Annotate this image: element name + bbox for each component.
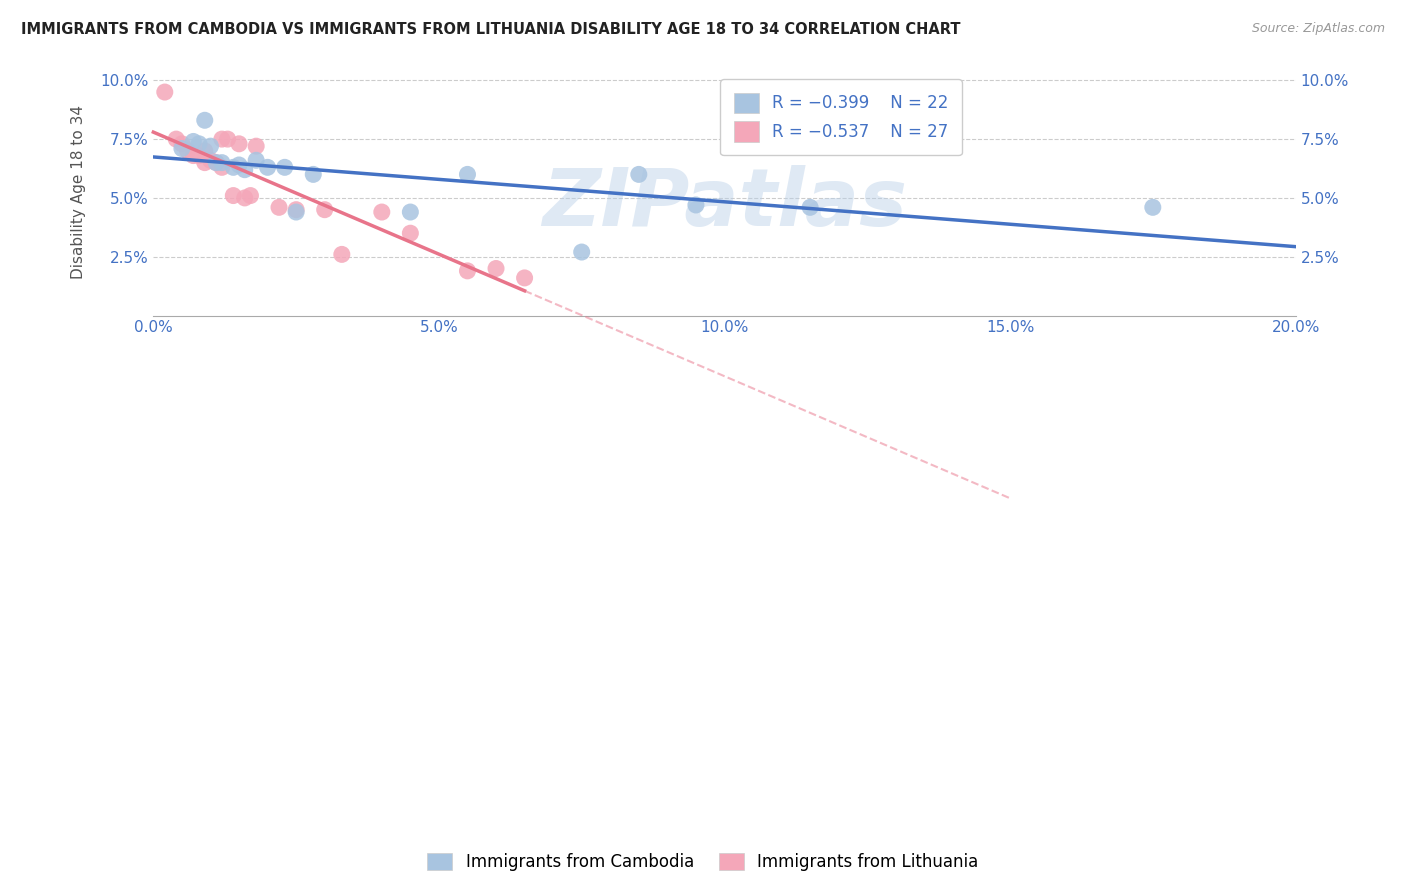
Point xyxy=(302,168,325,182)
Point xyxy=(233,191,256,205)
Point xyxy=(176,144,198,158)
Point xyxy=(256,161,278,175)
Point xyxy=(228,136,250,151)
Point xyxy=(183,135,205,149)
Point xyxy=(314,202,336,217)
Point xyxy=(267,200,290,214)
Point xyxy=(194,155,217,169)
Point xyxy=(205,155,228,169)
Point xyxy=(371,205,394,219)
Point xyxy=(799,200,821,214)
Legend: R = −0.399    N = 22, R = −0.537    N = 27: R = −0.399 N = 22, R = −0.537 N = 27 xyxy=(720,79,962,155)
Point xyxy=(200,139,222,153)
Point xyxy=(285,205,308,219)
Point xyxy=(274,161,297,175)
Point xyxy=(165,132,187,146)
Point xyxy=(170,136,193,151)
Point xyxy=(194,113,217,128)
Point xyxy=(188,136,211,151)
Point xyxy=(222,188,245,202)
Point xyxy=(233,162,256,177)
Point xyxy=(211,161,233,175)
Point xyxy=(571,245,593,260)
Point xyxy=(183,148,205,162)
Point xyxy=(1142,200,1164,214)
Point xyxy=(513,271,536,285)
Point xyxy=(456,168,478,182)
Point xyxy=(245,139,267,153)
Point xyxy=(627,168,650,182)
Point xyxy=(153,85,176,99)
Point xyxy=(456,264,478,278)
Point xyxy=(200,153,222,168)
Point xyxy=(211,155,233,169)
Y-axis label: Disability Age 18 to 34: Disability Age 18 to 34 xyxy=(72,105,86,279)
Point xyxy=(170,141,193,155)
Legend: Immigrants from Cambodia, Immigrants from Lithuania: Immigrants from Cambodia, Immigrants fro… xyxy=(419,845,987,880)
Text: IMMIGRANTS FROM CAMBODIA VS IMMIGRANTS FROM LITHUANIA DISABILITY AGE 18 TO 34 CO: IMMIGRANTS FROM CAMBODIA VS IMMIGRANTS F… xyxy=(21,22,960,37)
Point xyxy=(194,144,217,158)
Point xyxy=(285,202,308,217)
Point xyxy=(228,158,250,172)
Point xyxy=(217,132,239,146)
Text: Source: ZipAtlas.com: Source: ZipAtlas.com xyxy=(1251,22,1385,36)
Point xyxy=(330,247,353,261)
Point xyxy=(485,261,508,276)
Point xyxy=(188,148,211,162)
Point xyxy=(222,161,245,175)
Point xyxy=(245,153,267,168)
Text: ZIPatlas: ZIPatlas xyxy=(541,165,907,244)
Point xyxy=(211,132,233,146)
Point xyxy=(399,205,422,219)
Point xyxy=(205,155,228,169)
Point xyxy=(239,188,262,202)
Point xyxy=(399,226,422,240)
Point xyxy=(685,198,707,212)
